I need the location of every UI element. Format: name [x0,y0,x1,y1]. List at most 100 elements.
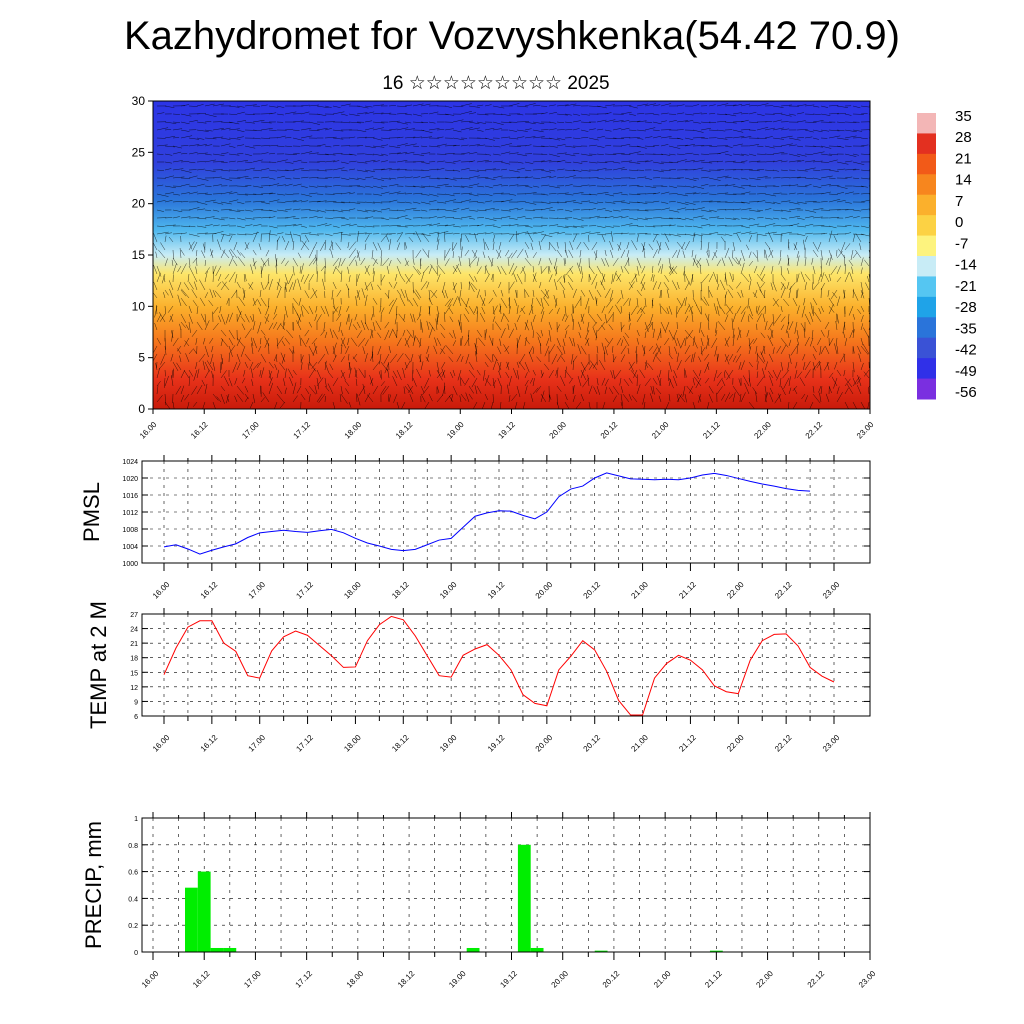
wind-vector [620,223,633,227]
wind-vector [556,192,569,195]
wind-vector [852,209,861,212]
wind-vector [748,280,752,291]
wind-vector [412,136,422,139]
wind-vector [347,288,350,299]
wind-vector [476,177,489,179]
wind-vector [228,329,235,340]
wind-vector [676,337,682,349]
wind-vector [644,160,653,163]
wind-vector [660,144,669,147]
wind-vector [628,217,639,221]
wind-vector [611,273,614,284]
wind-vector [164,235,167,243]
wind-vector [548,393,552,400]
wind-vector [387,368,390,379]
wind-vector [243,274,246,283]
wind-vector [284,128,294,131]
wind-vector [419,305,422,316]
wind-vector [780,128,790,131]
wind-vector [818,307,822,315]
wind-vector [396,176,406,179]
wind-vector [716,259,721,267]
wind-vector [412,161,425,163]
wind-vector [468,361,474,370]
wind-vector [372,241,378,251]
wind-vector [500,289,504,297]
wind-vector [756,217,764,219]
wind-vector [644,103,656,107]
wind-vector [572,192,584,195]
wind-vector [651,299,654,307]
wind-vector [179,247,182,259]
wind-vector [418,355,422,363]
wind-vector [300,104,310,107]
wind-vector [452,340,457,347]
wind-vector [676,297,682,307]
wind-vector [644,193,657,195]
wind-vector [176,362,182,371]
wind-vector [308,353,311,366]
wind-vector [724,392,731,403]
wind-vector [428,321,436,332]
wind-vector [804,395,809,403]
wind-vector [604,119,616,123]
wind-vector [752,387,758,395]
wind-vector [244,121,255,124]
wind-vector [180,321,186,328]
wind-vector [669,265,678,276]
wind-vector [236,153,244,155]
wind-vector [708,104,716,107]
wind-vector [412,153,425,156]
wind-vector [796,288,799,299]
wind-vector [636,113,645,115]
wind-vector [452,160,461,163]
wind-vector [676,137,684,140]
wind-vector [508,375,512,387]
wind-vector [276,169,289,171]
chart-subtitle: 16 ☆☆☆☆☆☆☆☆☆ 2025 [382,73,610,94]
wind-vector [316,314,322,323]
wind-vector [756,249,759,262]
wind-vector [604,313,608,324]
wind-vector [300,193,312,197]
wind-vector [209,288,214,299]
heatmap-y-tick-label: 25 [132,145,146,159]
wind-vector [153,345,158,354]
wind-vector [444,153,455,155]
wind-vector [348,136,356,139]
wind-vector [320,241,326,252]
wind-vector [676,393,683,403]
wind-vector [686,329,694,340]
wind-vector [204,153,212,156]
wind-vector [636,201,648,204]
wind-vector [780,209,792,212]
wind-vector [753,265,758,274]
wind-vector [476,329,483,338]
wind-vector [420,145,428,148]
wind-vector [548,231,560,235]
wind-vector [388,209,398,211]
wind-vector [388,145,401,149]
wind-vector [623,378,630,387]
wind-vector [260,353,267,363]
wind-vector [388,128,398,131]
wind-vector [532,216,543,219]
wind-vector [436,361,440,373]
wind-vector [420,161,430,165]
wind-vector [292,265,295,276]
wind-vector [452,297,458,307]
wind-vector [700,127,711,131]
wind-vector [564,175,576,179]
wind-vector [220,143,231,147]
wind-vector [380,160,388,163]
wind-vector [364,321,369,331]
wind-vector [780,200,791,203]
wind-vector [436,209,446,211]
wind-vector [192,348,198,355]
wind-vector [180,104,190,107]
wind-vector [716,386,723,395]
wind-vector [740,184,751,187]
wind-vector [548,128,557,131]
wind-vector [620,144,631,147]
wind-vector [668,153,676,156]
